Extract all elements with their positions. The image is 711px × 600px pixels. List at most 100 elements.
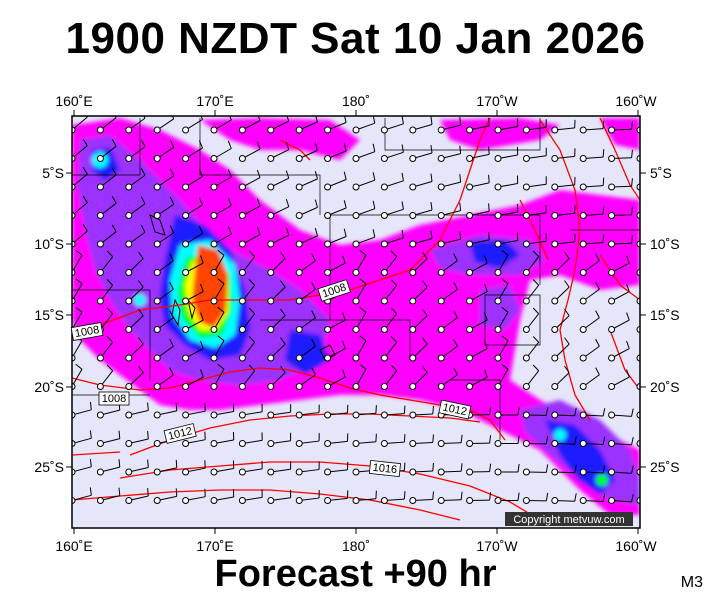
station-circle — [295, 468, 303, 476]
station-circle — [494, 440, 502, 447]
lat-label-right-15s: 15˚S — [650, 307, 680, 323]
station-circle — [182, 440, 190, 447]
station-circle — [466, 269, 474, 276]
station-circle — [409, 497, 417, 504]
wind-barb-flag — [106, 336, 114, 343]
wind-barb-flag — [285, 170, 290, 179]
station-circle — [295, 183, 303, 191]
station-circle — [153, 468, 161, 476]
wind-barb-flag — [111, 138, 117, 147]
wind-barb-flag — [111, 167, 117, 175]
station-circle — [125, 354, 133, 362]
station-circle — [551, 326, 559, 333]
wind-barb-flag — [489, 406, 492, 415]
wind-barb-flag — [285, 141, 290, 150]
wind-barb-flag — [256, 226, 261, 235]
station-circle — [522, 326, 530, 333]
lat-label-right-5s: 5˚S — [650, 165, 672, 181]
wind-barb-flag — [227, 226, 232, 235]
station-circle — [182, 326, 190, 333]
wind-barb-flag — [138, 280, 144, 288]
wind-barb-flag — [602, 120, 605, 129]
wind-barb-flag — [602, 465, 606, 474]
station-circle — [96, 212, 104, 219]
wind-barb-flag — [198, 168, 204, 177]
wind-barb-flag — [401, 116, 404, 124]
svg-text:1012: 1012 — [442, 402, 468, 419]
wind-barb-shaft — [639, 271, 640, 273]
station-circle — [522, 297, 530, 305]
wind-barb-flag — [459, 202, 462, 211]
station-circle — [409, 155, 417, 162]
station-circle — [409, 468, 417, 476]
wind-station-grid — [72, 116, 662, 504]
wind-barb-flag — [89, 430, 92, 439]
wind-barb-flag — [545, 492, 549, 501]
wind-barb-flag — [256, 198, 261, 207]
wind-barb-flag — [595, 338, 600, 347]
station-circle — [522, 497, 530, 504]
station-circle — [608, 212, 616, 219]
station-circle — [96, 411, 104, 419]
station-circle — [125, 468, 133, 476]
wind-barb-flag — [401, 172, 404, 181]
station-circle — [551, 354, 559, 362]
station-circle — [125, 411, 133, 419]
wind-barb-flag — [359, 278, 367, 285]
wind-barb-flag — [432, 462, 434, 471]
station-circle — [238, 269, 246, 276]
wind-barb-flag — [459, 145, 462, 154]
station-circle — [466, 497, 474, 504]
wind-barb-flag — [602, 436, 606, 445]
station-circle — [380, 212, 388, 219]
station-circle — [125, 269, 133, 276]
wind-barb-flag — [147, 402, 149, 411]
wind-barb-flag — [200, 312, 204, 321]
station-circle — [608, 354, 616, 362]
wind-barb-flag — [488, 203, 490, 212]
station-circle — [295, 326, 303, 333]
wind-barb-shaft — [639, 500, 640, 502]
wind-barb-flag — [175, 488, 178, 497]
wind-barb-flag — [200, 116, 204, 120]
wind-barb-flag — [227, 197, 232, 206]
station-circle — [324, 411, 332, 419]
wind-barb-flag — [75, 249, 83, 256]
wind-barb-flag — [257, 116, 261, 121]
station-circle — [380, 183, 388, 191]
lat-label-left-15s: 15˚S — [34, 307, 64, 323]
wind-barb-flag — [631, 493, 634, 503]
station-circle — [295, 240, 303, 248]
station-circle — [295, 269, 303, 276]
wind-barb-flag — [532, 250, 540, 258]
wind-barb-flag — [198, 140, 204, 149]
wind-barb-flag — [453, 281, 458, 290]
station-circle — [380, 383, 388, 390]
station-circle — [153, 212, 161, 219]
station-circle — [125, 440, 133, 447]
wind-barb-flag — [311, 338, 316, 347]
wind-barb-flag — [430, 173, 433, 182]
station-circle — [96, 155, 104, 162]
isobar-label-4: 1012 — [438, 399, 472, 420]
wind-barb-flag — [430, 201, 433, 211]
station-circle — [494, 126, 502, 134]
wind-barb-flag — [488, 174, 490, 183]
station-circle — [153, 297, 161, 305]
forecast-label: Forecast +90 hr — [214, 553, 497, 595]
station-circle — [210, 411, 218, 419]
lat-label-left-20s: 20˚S — [34, 379, 64, 395]
wind-barb-flag — [517, 435, 520, 444]
station-circle — [522, 126, 530, 134]
wind-barb-flag — [660, 494, 662, 502]
wind-barb-flag — [169, 367, 174, 375]
station-circle — [210, 155, 218, 162]
lat-label-left-5s: 5˚S — [42, 165, 64, 181]
station-circle — [494, 183, 502, 191]
station-circle — [409, 240, 417, 248]
station-circle — [551, 497, 559, 504]
wind-barb-flag — [626, 255, 630, 264]
station-circle — [324, 440, 332, 447]
wind-barb-flag — [169, 281, 174, 290]
station-circle — [494, 383, 502, 390]
